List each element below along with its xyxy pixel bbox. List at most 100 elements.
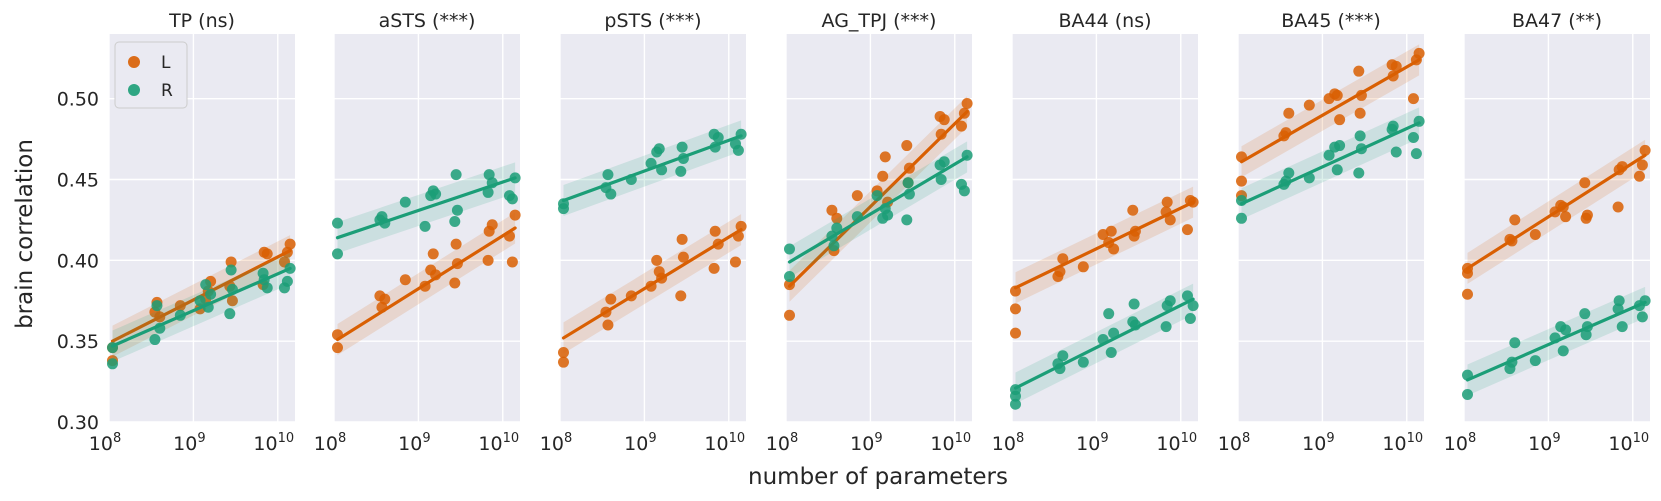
panel-4: BA44 (ns)108 109 1010 xyxy=(992,10,1199,455)
data-point-R xyxy=(1323,149,1335,161)
data-point-R xyxy=(331,248,343,260)
data-point-R xyxy=(1616,321,1628,333)
panel-5: BA45 (***)108 109 1010 xyxy=(1218,10,1425,455)
data-point-L xyxy=(449,277,461,289)
data-point-R xyxy=(1353,167,1365,179)
regression-line-R xyxy=(110,266,292,348)
data-point-R xyxy=(261,282,273,294)
x-tick-exponent: 8 xyxy=(1016,431,1024,446)
regression-line-L xyxy=(1013,200,1195,290)
data-point-R xyxy=(1181,290,1193,302)
panel-title: BA47 (**) xyxy=(1512,10,1602,32)
x-tick-base: 10 xyxy=(624,433,648,455)
x-tick-label: 108 xyxy=(314,431,346,455)
data-point-L xyxy=(1353,65,1365,77)
x-tick-exponent: 8 xyxy=(1468,431,1476,446)
data-point-L xyxy=(1108,243,1120,255)
data-point-R xyxy=(902,177,914,189)
panel-2: pSTS (***)108 109 1010 xyxy=(540,10,747,455)
x-tick-base: 10 xyxy=(253,433,277,455)
legend: LR xyxy=(114,41,188,109)
data-point-L xyxy=(783,309,795,321)
x-tick-exponent: 8 xyxy=(338,431,346,446)
data-point-L xyxy=(938,114,950,126)
data-point-R xyxy=(151,300,163,312)
data-point-L xyxy=(557,346,569,358)
regression-line-L xyxy=(561,228,743,340)
x-tick-label: 109 xyxy=(398,431,430,455)
x-tick-exponent: 8 xyxy=(790,431,798,446)
x-tick-label: 1010 xyxy=(478,431,519,455)
data-point-R xyxy=(1390,146,1402,158)
x-tick-exponent: 8 xyxy=(564,431,572,446)
data-point-R xyxy=(1103,308,1115,320)
legend-marker-L xyxy=(128,56,140,68)
data-point-L xyxy=(676,233,688,245)
x-tick-base: 10 xyxy=(173,433,197,455)
data-point-L xyxy=(901,140,913,152)
panel-6: BA47 (**)108 109 1010 xyxy=(1444,10,1651,455)
regression-line-L xyxy=(1239,58,1421,164)
x-tick-exponent: 9 xyxy=(1552,431,1560,446)
data-point-L xyxy=(729,256,741,268)
data-point-L xyxy=(1461,288,1473,300)
regression-line-R xyxy=(335,176,517,240)
x-tick-label: 1010 xyxy=(253,431,294,455)
legend-label-L: L xyxy=(161,53,171,73)
data-point-R xyxy=(449,216,461,228)
data-point-L xyxy=(675,290,687,302)
data-point-L xyxy=(225,256,237,268)
data-point-L xyxy=(955,120,967,132)
data-point-R xyxy=(1164,295,1176,307)
data-point-R xyxy=(281,275,293,287)
data-point-L xyxy=(557,356,569,368)
x-tick-exponent: 10 xyxy=(278,431,295,446)
data-point-R xyxy=(1560,324,1572,336)
regression-line-L xyxy=(335,226,517,342)
data-point-L xyxy=(708,262,720,274)
x-tick-label: 109 xyxy=(624,431,656,455)
panel-title: pSTS (***) xyxy=(604,10,701,32)
data-point-L xyxy=(506,256,518,268)
data-point-R xyxy=(430,188,442,200)
data-point-R xyxy=(506,193,518,205)
data-point-L xyxy=(482,254,494,266)
x-tick-exponent: 10 xyxy=(1181,431,1198,446)
data-point-R xyxy=(1557,345,1569,357)
data-point-R xyxy=(1579,308,1591,320)
x-tick-exponent: 8 xyxy=(113,431,121,446)
x-axis-label: number of parameters xyxy=(748,464,1008,490)
data-point-L xyxy=(261,248,273,260)
x-tick-exponent: 9 xyxy=(422,431,430,446)
data-point-R xyxy=(675,165,687,177)
data-point-R xyxy=(605,188,617,200)
data-point-L xyxy=(605,293,617,305)
x-tick-base: 10 xyxy=(1218,433,1242,455)
data-point-L xyxy=(831,212,843,224)
data-point-L xyxy=(1105,225,1117,237)
x-tick-base: 10 xyxy=(314,433,338,455)
x-tick-base: 10 xyxy=(89,433,113,455)
x-tick-base: 10 xyxy=(1382,433,1406,455)
data-point-R xyxy=(1009,398,1021,410)
data-point-R xyxy=(1331,164,1343,176)
x-tick-base: 10 xyxy=(478,433,502,455)
data-point-L xyxy=(1390,60,1402,72)
data-point-R xyxy=(149,334,161,346)
x-tick-label: 109 xyxy=(173,431,205,455)
data-point-R xyxy=(938,156,950,168)
data-point-L xyxy=(877,170,889,182)
y-tick-label: 0.45 xyxy=(57,170,99,192)
data-point-L xyxy=(879,151,891,163)
x-tick-label: 108 xyxy=(766,431,798,455)
data-point-L xyxy=(450,238,462,250)
x-tick-exponent: 9 xyxy=(1100,431,1108,446)
data-point-R xyxy=(1105,346,1117,358)
x-tick-label: 108 xyxy=(1444,431,1476,455)
data-point-L xyxy=(1529,228,1541,240)
regression-line-L xyxy=(1465,153,1647,271)
data-point-L xyxy=(1283,107,1295,119)
y-tick-label: 0.50 xyxy=(57,89,99,111)
data-point-R xyxy=(1580,329,1592,341)
y-tick-label: 0.40 xyxy=(57,250,99,272)
